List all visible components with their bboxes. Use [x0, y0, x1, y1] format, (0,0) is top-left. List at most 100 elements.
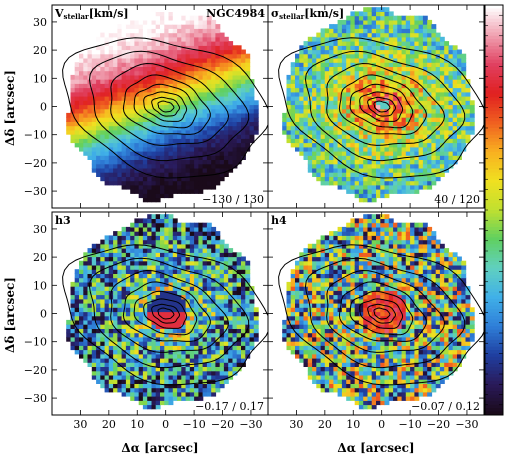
- colorbar-segment: [485, 312, 503, 317]
- colorbar-segment: [485, 80, 503, 85]
- colorbar-segment: [485, 370, 503, 375]
- colorbar-segment: [485, 264, 503, 269]
- colorbar-segment: [485, 90, 503, 95]
- colorbar-segment: [485, 203, 503, 208]
- colorbar-segment: [485, 121, 503, 126]
- colorbar-segment: [485, 377, 503, 382]
- colorbar-segment: [485, 66, 503, 71]
- y-tick-label: 0: [40, 101, 47, 114]
- colorbar-segment: [485, 315, 503, 320]
- x-tick-label: −20: [211, 418, 234, 431]
- colorbar-segment: [485, 158, 503, 163]
- colorbar-segment: [485, 192, 503, 197]
- colorbar-segment: [485, 288, 503, 293]
- colorbar-segment: [485, 148, 503, 153]
- colorbar-segment: [485, 394, 503, 399]
- colorbar-segment: [485, 254, 503, 259]
- colorbar-segment: [485, 162, 503, 167]
- colorbar-segment: [485, 134, 503, 139]
- colorbar-segment: [485, 128, 503, 132]
- colorbar-segment: [485, 360, 503, 365]
- colorbar-segment: [485, 374, 503, 378]
- colorbar-segment: [485, 411, 503, 416]
- colorbar-segment: [485, 401, 503, 406]
- colorbar-segment: [485, 110, 503, 115]
- colorbar-segment: [485, 274, 503, 279]
- y-tick-label: 10: [33, 72, 47, 85]
- panel-2: σstellar[km/s] 40 / 120: [267, 4, 485, 209]
- colorbar-segment: [485, 271, 503, 276]
- colorbar-segment: [485, 117, 503, 122]
- colorbar-segment: [485, 18, 503, 23]
- contours-3: [62, 244, 268, 386]
- y-tick-label: 10: [33, 279, 47, 292]
- colorbar-segment: [485, 356, 503, 361]
- colorbar-segment: [485, 319, 503, 324]
- y-tick-label: 30: [33, 223, 47, 236]
- colorbar-segment: [485, 339, 503, 344]
- x-tick-label: 0: [162, 418, 169, 431]
- contours-2: [278, 37, 484, 179]
- y-tick-label: −20: [24, 157, 47, 170]
- colorbar-segment: [485, 227, 503, 231]
- colorbar-segment: [485, 305, 503, 310]
- range-label: −130 / 130: [202, 193, 264, 206]
- colorbar-segment: [485, 15, 503, 20]
- colorbar-segment: [485, 329, 503, 334]
- colorbar-segment: [485, 182, 503, 187]
- colorbar-segment: [485, 49, 503, 54]
- x-axis-label-left: Δα [arcsec]: [121, 441, 198, 455]
- colorbar-segment: [485, 73, 503, 78]
- colorbar-segment: [485, 278, 503, 283]
- range-label: −0.17 / 0.17: [195, 400, 264, 413]
- y-tick-label: 20: [33, 251, 47, 264]
- colorbar-segment: [485, 206, 503, 211]
- colorbar-segment: [485, 56, 503, 61]
- y-tick-label: 30: [33, 16, 47, 29]
- colorbar-segment: [485, 261, 503, 266]
- colorbar-segment: [485, 391, 503, 395]
- colorbar-segment: [485, 346, 503, 351]
- galaxy-name: NGC4984: [206, 7, 265, 20]
- colorbar-segment: [485, 196, 503, 201]
- colorbar-segment: [485, 326, 503, 331]
- x-tick-label: −20: [427, 418, 450, 431]
- colorbar-segment: [485, 87, 503, 91]
- colorbar-segment: [485, 165, 503, 170]
- colorbar-segment: [485, 22, 503, 26]
- colorbar-segment: [485, 155, 503, 160]
- colorbar-segment: [485, 189, 503, 194]
- x-tick-label: −10: [182, 418, 205, 431]
- colorbar-segment: [485, 298, 503, 303]
- colorbar-segment: [485, 210, 503, 214]
- colorbar-segment: [485, 124, 503, 129]
- colorbar-segment: [485, 281, 503, 286]
- x-tick-label: 10: [130, 418, 144, 431]
- x-axis-label-right: Δα [arcsec]: [337, 441, 414, 455]
- colorbar-segment: [485, 199, 503, 204]
- colorbar-segment: [485, 213, 503, 218]
- y-tick-label: −10: [24, 129, 47, 142]
- colorbar-segment: [485, 131, 503, 136]
- colorbar-segment: [485, 28, 503, 33]
- colorbar-segment: [485, 11, 503, 16]
- panel-4: 30 20 10 0 −10 −20 −30 h4 −0.07 / 0.12: [267, 211, 485, 431]
- colorbar-segment: [485, 145, 503, 149]
- colorbar-segment: [485, 151, 503, 156]
- y-tick-label: −30: [24, 185, 47, 198]
- colorbar-segment: [485, 367, 503, 372]
- colorbar-segment: [485, 302, 503, 307]
- panel-title: h4: [271, 214, 287, 227]
- colorbar-segment: [485, 336, 503, 341]
- colorbar-segment: [485, 353, 503, 358]
- colorbar-segment: [485, 387, 503, 392]
- colorbar-segment: [485, 230, 503, 235]
- y-axis-label-top: Δδ [arcsec]: [3, 70, 17, 146]
- x-tick-label: 20: [102, 418, 116, 431]
- x-tick-label: 0: [378, 418, 385, 431]
- colorbar-segment: [485, 292, 503, 296]
- y-tick-label: −20: [24, 364, 47, 377]
- colorbar-segment: [485, 100, 503, 105]
- colorbar-segment: [485, 380, 503, 385]
- colorbar-segment: [485, 46, 503, 50]
